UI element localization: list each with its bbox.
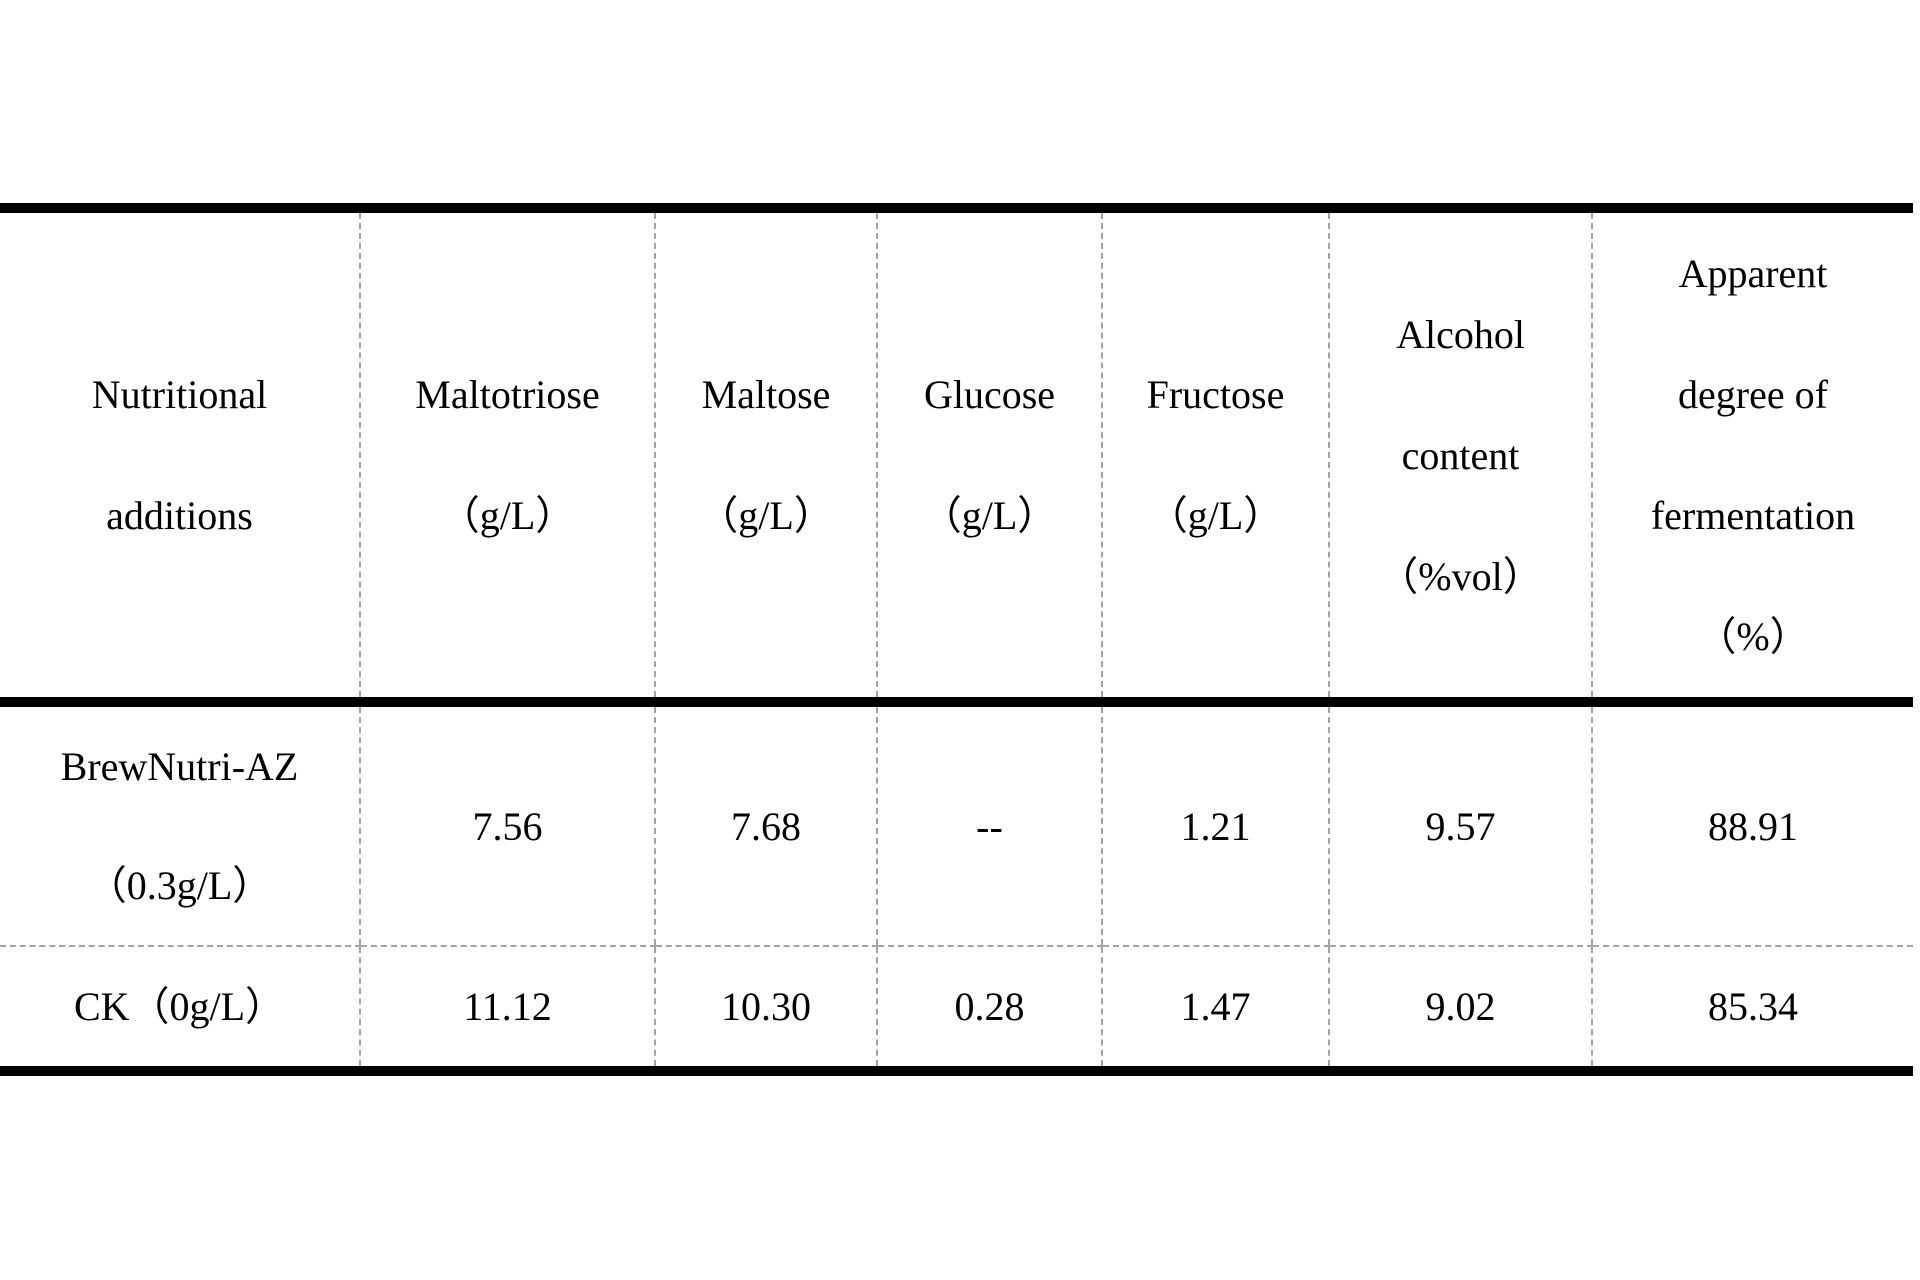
header-line: fermentation [1650,493,1856,538]
cell-maltose-value: 7.68 [654,702,877,947]
row-label-line: CK（0g/L） [73,984,286,1029]
table-row-ck: CK（0g/L） 11.12 10.30 0.28 1.47 9.02 85.3… [0,946,1913,1071]
header-line: （g/L） [1147,493,1284,538]
cell-fermentation-degree-value: 88.91 [1591,702,1913,947]
header-line: （g/L） [698,493,834,538]
header-cell-alcohol-content: Alcohol content （%vol） [1328,208,1592,707]
cell-glucose-value: -- [876,702,1102,947]
cell-alcohol-content-value: 9.02 [1328,946,1592,1071]
header-line: additions [106,493,253,538]
header-line: Nutritional [91,372,268,417]
cell-maltotriose-value: 7.56 [359,702,655,947]
fermentation-results-table: Nutritional additions Maltotriose （g/L） … [0,203,1913,1076]
header-line: （%） [1696,614,1810,659]
cell-fructose-value: 1.21 [1101,702,1329,947]
row-label-line: （0.3g/L） [86,863,273,908]
header-cell-fructose: Fructose （g/L） [1101,208,1329,707]
cell-maltotriose-value: 11.12 [359,946,655,1071]
header-line: （g/L） [921,493,1058,538]
header-row: Nutritional additions Maltotriose （g/L） … [0,208,1913,707]
cell-fructose-value: 1.47 [1101,946,1329,1071]
cell-alcohol-content-value: 9.57 [1328,702,1592,947]
header-line: Maltose [701,372,831,417]
cell-glucose-value: 0.28 [876,946,1102,1071]
header-line: Apparent [1678,251,1828,296]
header-cell-maltotriose: Maltotriose （g/L） [359,208,655,707]
header-line: content [1401,432,1520,478]
header-line: Alcohol [1396,311,1525,357]
table-row-brewnutri-az: BrewNutri-AZ （0.3g/L） 7.56 7.68 -- 1.21 … [0,702,1913,947]
row-label-cell: CK（0g/L） [0,946,360,1071]
header-line: Fructose [1146,372,1285,417]
row-label-line: BrewNutri-AZ [60,744,299,789]
header-line: Maltotriose [415,372,600,417]
header-cell-apparent-degree-of-fermentation: Apparent degree of fermentation （%） [1591,208,1913,707]
header-line: Glucose [923,372,1056,417]
row-label-cell: BrewNutri-AZ （0.3g/L） [0,702,360,947]
header-cell-glucose: Glucose （g/L） [876,208,1102,707]
header-cell-nutritional-additions: Nutritional additions [0,208,360,707]
cell-fermentation-degree-value: 85.34 [1591,946,1913,1071]
header-cell-maltose: Maltose （g/L） [654,208,877,707]
header-line: degree of [1678,372,1828,417]
table-container: Nutritional additions Maltotriose （g/L） … [0,203,1913,1076]
header-line: （g/L） [439,493,576,538]
header-line: （%vol） [1378,553,1543,599]
cell-maltose-value: 10.30 [654,946,877,1071]
